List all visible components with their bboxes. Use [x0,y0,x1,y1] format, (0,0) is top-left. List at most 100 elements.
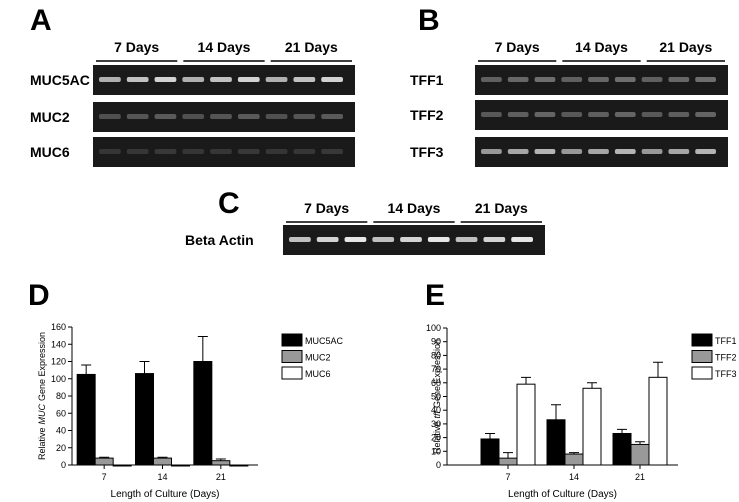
bar [193,361,213,466]
gel-band [614,112,636,117]
error-bar [139,361,150,374]
y-tick-label: 0 [436,460,441,470]
gel-band [668,149,690,154]
legend-swatch [281,350,303,363]
y-tick-label: 60 [56,408,66,418]
gel-band [289,237,311,242]
error-bar [503,452,513,459]
error-bar [197,335,208,362]
bar [94,457,114,466]
gel-band [614,149,636,154]
x-tick-label: 7 [102,472,107,482]
gel-band [481,77,502,82]
y-axis-label-part: Relative [432,422,442,455]
gel-band [321,77,343,82]
gel-band [481,112,502,117]
gel-row-label: MUC5AC [30,72,90,88]
bar [211,460,231,466]
gel-band [265,149,288,154]
gel-band [641,112,663,117]
error-bar [617,428,627,434]
gel-band [321,114,343,119]
gel-band [561,112,583,117]
bar [135,373,154,466]
legend-swatch [281,333,303,347]
x-tick-label: 21 [216,472,226,482]
bar [582,387,602,466]
bar [564,453,584,466]
gel-band [210,77,232,82]
y-axis-label-part: Relative [37,428,47,461]
gel-band [154,114,177,119]
error-bar [215,458,226,461]
gel-band [641,77,663,82]
bar [76,373,96,466]
panel-letter: C [218,187,240,220]
bar [648,376,668,466]
gel-band [668,112,690,117]
error-bar [485,432,495,439]
gel-band [237,77,260,82]
gel-band [99,77,121,82]
gel-band [293,149,316,154]
gel-band [293,114,316,119]
gel-band [182,149,205,154]
y-tick-label: 0 [61,460,66,470]
gel-band [561,149,583,154]
gel-row-label: MUC2 [30,109,70,125]
error-bar [81,364,92,375]
gel-band [614,77,636,82]
y-axis-label: Relative tff Gene Expression [432,339,442,454]
gel-band [154,77,177,82]
y-tick-label: 20 [431,433,441,443]
x-axis-label: Length of Culture (Days) [111,489,220,500]
gel-band [99,114,121,119]
y-tick-label: 100 [51,374,66,384]
error-bar [157,456,168,459]
y-axis-label-part: MUC [37,404,47,425]
x-tick-label: 7 [505,472,510,482]
y-tick-label: 30 [431,419,441,429]
panel-letter: B [418,4,440,37]
y-axis-label-part: Gene Expression [37,332,47,401]
legend-label: MUC2 [305,353,331,363]
gel-header: 7 Days [114,39,159,55]
legend-swatch [691,333,713,347]
gel-header: 21 Days [285,39,338,55]
gel-band [237,114,260,119]
gel-row-label: Beta Actin [185,232,254,248]
y-tick-label: 120 [51,357,66,367]
gel-band [695,77,716,82]
gel-band [695,112,716,117]
error-bar [521,376,531,385]
legend-label: TFF1 [715,336,737,346]
bar [516,383,536,466]
error-bar [587,382,597,389]
gel-row-label: TFF3 [410,144,444,160]
gel-band [507,149,529,154]
gel-band [182,77,205,82]
y-axis-label-part: tff [432,410,442,419]
gel-band [182,114,205,119]
gel-band [154,149,177,154]
gel-band [507,112,529,117]
y-tick-label: 40 [56,426,66,436]
x-axis-label: Length of Culture (Days) [508,489,617,500]
gel-band [210,149,232,154]
y-tick-label: 60 [431,378,441,388]
y-tick-label: 20 [56,443,66,453]
gel-row-label: TFF1 [410,72,444,88]
gel-band [507,77,529,82]
error-bar [551,404,561,420]
gel-band [511,237,533,242]
bar [546,419,566,466]
error-bar [635,441,645,445]
gel-header: 21 Days [659,39,712,55]
x-tick-label: 14 [157,472,167,482]
gel-band [372,237,395,242]
y-tick-label: 40 [431,405,441,415]
gel-band [588,77,609,82]
legend-swatch [281,366,303,380]
gel-header: 21 Days [475,200,528,216]
